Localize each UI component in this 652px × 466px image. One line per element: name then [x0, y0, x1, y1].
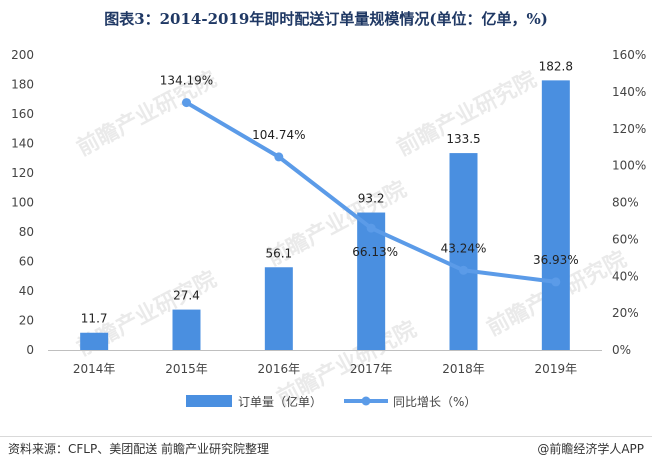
left-tick-label: 20: [19, 314, 34, 328]
x-tick-label: 2017年: [350, 362, 393, 376]
line-point: [551, 277, 561, 287]
x-tick-label: 2018年: [442, 362, 485, 376]
bar: [264, 267, 293, 350]
right-tick-label: 80%: [612, 196, 639, 210]
footer: 资料来源：CFLP、美团配送 前瞻产业研究院整理 @前瞻经济学人APP: [8, 440, 644, 460]
left-tick-label: 100: [11, 196, 34, 210]
bar-value-label: 93.2: [358, 192, 385, 206]
right-tick-label: 60%: [612, 232, 639, 246]
chart-title: 图表3：2014-2019年即时配送订单量规模情况(单位：亿单，%): [104, 10, 548, 28]
bar-series: 11.7 27.4 56.1 93.2 133.5 182.8: [80, 59, 573, 351]
bar-value-label: 27.4: [173, 289, 200, 303]
left-axis: 0 20 40 60 80 100 120 140 160 180 200: [11, 48, 34, 357]
legend-bar-swatch: [186, 395, 232, 407]
left-tick-label: 80: [19, 225, 34, 239]
brand-label: @前瞻经济学人APP: [537, 442, 644, 456]
source-note: 资料来源：CFLP、美团配送 前瞻产业研究院整理: [8, 442, 270, 456]
left-tick-label: 40: [19, 284, 34, 298]
right-tick-label: 100%: [612, 159, 646, 173]
x-tick-label: 2015年: [165, 362, 208, 376]
left-tick-label: 200: [11, 48, 34, 62]
left-tick-label: 140: [11, 137, 34, 151]
right-tick-label: 40%: [612, 269, 639, 283]
left-tick-label: 60: [19, 255, 34, 269]
legend: 订单量（亿单） 同比增长（%）: [186, 394, 476, 409]
x-tick-label: 2019年: [535, 362, 578, 376]
x-axis: 2014年 2015年 2016年 2017年 2018年 2019年: [48, 350, 602, 376]
line-value-label: 104.74%: [252, 128, 305, 142]
watermark-text: 前瞻产业研究院: [393, 66, 541, 161]
bar-value-label: 56.1: [265, 246, 292, 260]
left-tick-label: 120: [11, 166, 34, 180]
bar: [541, 80, 570, 351]
bar-value-label: 133.5: [446, 132, 480, 146]
bar: [172, 309, 201, 350]
right-axis: 0% 20% 40% 60% 80% 100% 120% 140% 160%: [612, 48, 646, 357]
line-point: [459, 265, 468, 275]
right-tick-label: 140%: [612, 85, 646, 99]
line-point: [366, 223, 376, 233]
left-tick-label: 180: [11, 78, 34, 92]
line-value-label: 66.13%: [352, 245, 398, 259]
line-value-label: 43.24%: [441, 241, 487, 255]
line-series: 134.19% 104.74% 66.13% 43.24% 36.93%: [160, 74, 579, 287]
footer-divider: [0, 436, 652, 437]
bar: [449, 153, 478, 350]
x-tick-label: 2016年: [258, 362, 301, 376]
legend-line-marker: [361, 396, 371, 406]
line-point: [182, 98, 191, 108]
right-tick-label: 20%: [612, 306, 639, 320]
bar: [357, 212, 386, 350]
x-tick-label: 2014年: [73, 362, 116, 376]
line-point: [274, 152, 284, 162]
right-tick-label: 160%: [612, 48, 646, 62]
line-value-label: 134.19%: [160, 74, 213, 88]
line-value-label: 36.93%: [533, 253, 579, 267]
bar-value-label: 182.8: [539, 59, 573, 73]
left-tick-label: 160: [11, 107, 34, 121]
bar-value-label: 11.7: [81, 312, 108, 326]
legend-line-label: 同比增长（%）: [393, 395, 476, 409]
legend-bar-label: 订单量（亿单）: [238, 394, 322, 409]
left-tick-label: 0: [26, 343, 34, 357]
right-tick-label: 120%: [612, 122, 646, 136]
bar: [80, 332, 109, 350]
right-tick-label: 0%: [612, 343, 631, 357]
